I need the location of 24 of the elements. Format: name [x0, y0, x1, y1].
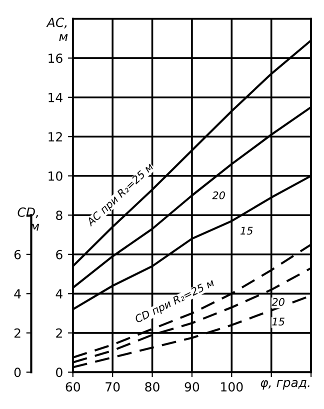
y-tick-label: 4	[56, 289, 62, 298]
y-tick-label: 10	[48, 171, 62, 181]
y-tick-label: 14	[48, 92, 62, 102]
x-axis-title: φ, град.	[260, 380, 310, 390]
y-tick-label: 12	[48, 132, 62, 142]
y-axis-title: AC, м	[46, 18, 68, 41]
y2-tick-label: 2	[14, 328, 20, 338]
x-tick-label: 90	[184, 382, 200, 392]
y-tick-label: 16	[48, 54, 62, 64]
annotation: 15	[240, 226, 253, 235]
y2-tick-label: 0	[14, 368, 21, 378]
x-tick-label: 60	[66, 382, 80, 392]
y2-tick-label: 6	[14, 250, 21, 260]
y-tick-label: 0	[56, 368, 62, 378]
annotation: 20	[212, 191, 225, 200]
y-tick-label: 2	[56, 328, 62, 338]
x-tick-label: 80	[145, 382, 160, 392]
y2-tick-label: 4	[14, 289, 21, 298]
x-tick-label: 100	[221, 382, 243, 392]
x-tick-label: 70	[106, 382, 120, 392]
annotation: 15	[272, 318, 284, 326]
annotation: 20	[272, 298, 284, 306]
y-tick-label: 6	[56, 250, 62, 260]
y-tick-label: 8	[56, 210, 62, 220]
